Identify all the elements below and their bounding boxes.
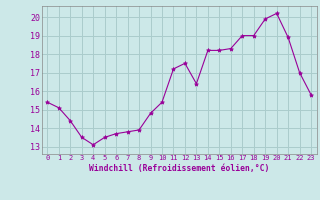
X-axis label: Windchill (Refroidissement éolien,°C): Windchill (Refroidissement éolien,°C) — [89, 164, 269, 173]
